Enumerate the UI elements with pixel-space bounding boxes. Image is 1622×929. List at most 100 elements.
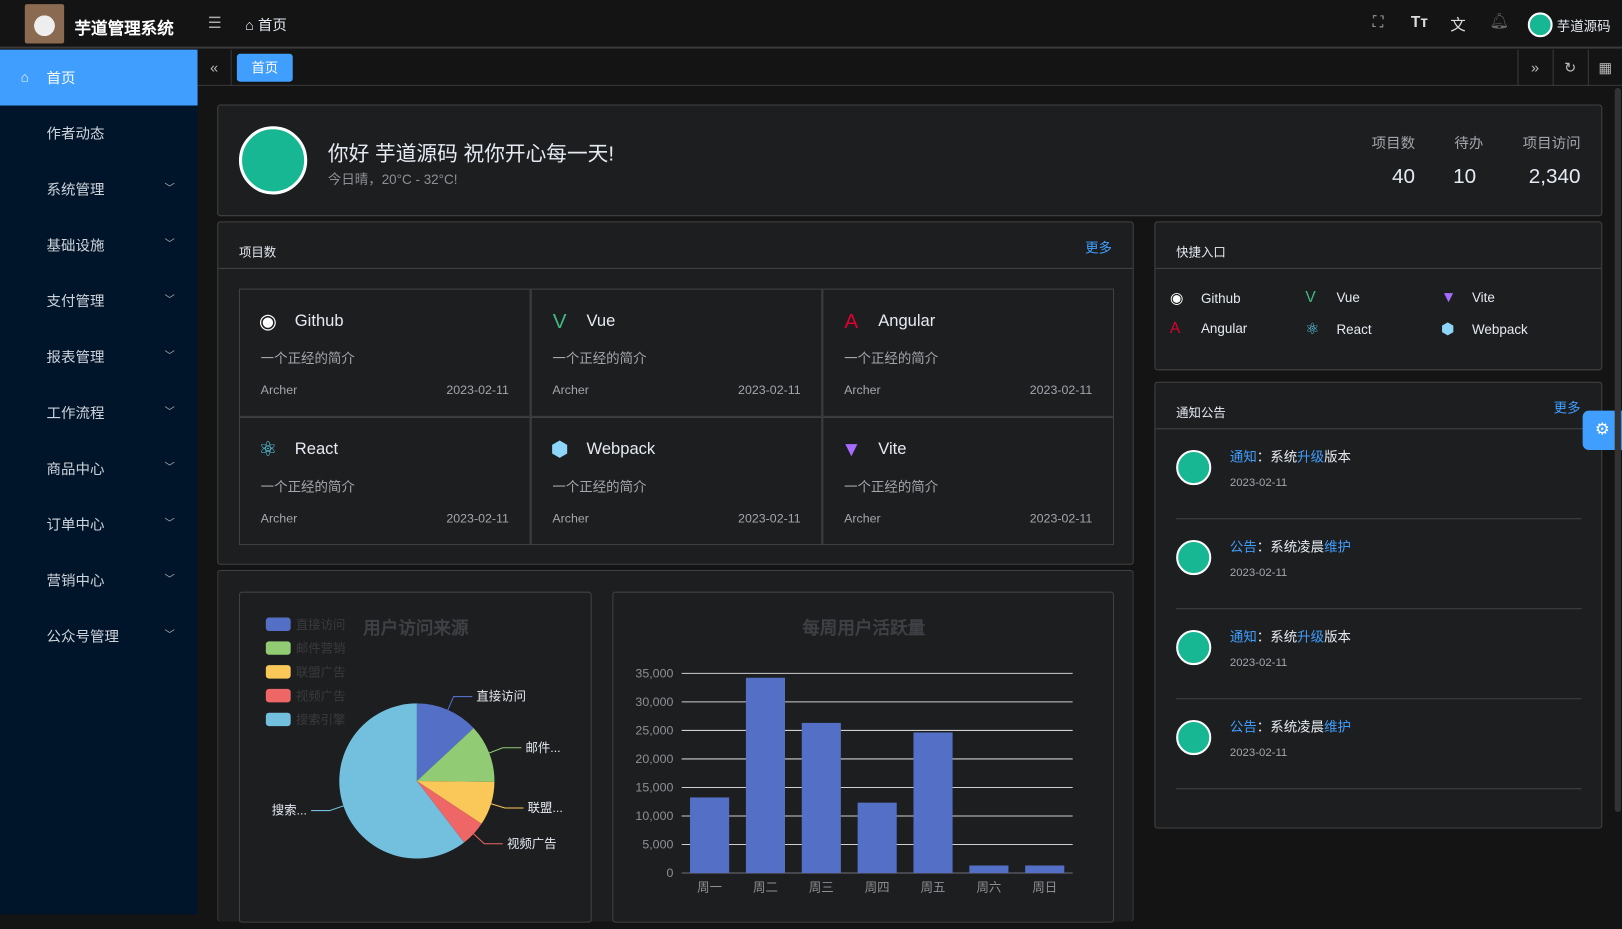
stat-value: 2,340	[1528, 165, 1581, 189]
project-item[interactable]: V Vue 一个正经的简介 Archer 2023-02-11	[530, 288, 823, 417]
app-logo	[24, 4, 65, 44]
notice-date: 2023-02-11	[1229, 476, 1288, 490]
github-icon: ◉	[1169, 289, 1184, 308]
more-link[interactable]: 更多	[1085, 239, 1112, 256]
sidebar-item-label: 报表管理	[46, 348, 105, 366]
chevron-down-icon: ﹀	[164, 406, 175, 418]
shortcut-item[interactable]: ⬢ Webpack	[1441, 320, 1528, 339]
scroll-left-icon[interactable]: «	[198, 49, 232, 86]
font-size-icon[interactable]: Tт	[1410, 13, 1429, 32]
project-author: Archer	[260, 382, 298, 398]
shortcut-item[interactable]: ▼ Vite	[1441, 289, 1495, 307]
breadcrumb[interactable]: ⌂ 首页	[245, 16, 287, 34]
project-item[interactable]: ◉ Github 一个正经的简介 Archer 2023-02-11	[238, 288, 531, 417]
notice-title: 通知：系统升级版本	[1230, 446, 1351, 466]
pie-slice	[339, 703, 465, 859]
project-author: Archer	[844, 510, 881, 526]
shortcuts-card: 快捷入口 ◉ Github V Vue ▼ Vite A Angular ⚛ React ⬢ Webp…	[1154, 221, 1603, 371]
fullscreen-icon[interactable]: ⛶	[1372, 13, 1384, 32]
project-item[interactable]: ⬢ Webpack 一个正经的简介 Archer 2023-02-11	[530, 416, 823, 546]
chevron-down-icon: ﹀	[164, 238, 175, 251]
sidebar-item[interactable]: 商品中心 ﹀	[0, 441, 198, 497]
sidebar-item[interactable]: 公众号管理 ﹀	[0, 608, 198, 664]
shortcut-item[interactable]: V Vue	[1305, 289, 1359, 307]
notice-type[interactable]: 公告	[1229, 718, 1257, 735]
more-link[interactable]: 更多	[1553, 400, 1581, 416]
label-line	[311, 805, 344, 812]
notice-title: 通知：系统升级版本	[1230, 626, 1351, 646]
qr-avatar	[238, 126, 308, 195]
project-desc: 一个正经的简介	[260, 350, 355, 367]
notice-item[interactable]: 通知：系统升级版本 2023-02-11	[1176, 609, 1582, 700]
scroll-right-icon[interactable]: »	[1517, 49, 1551, 86]
project-item[interactable]: ⚛ React 一个正经的简介 Archer 2023-02-11	[238, 416, 531, 546]
notice-item[interactable]: 公告：系统凌晨维护 2023-02-11	[1176, 519, 1582, 610]
x-tick-label: 周四	[865, 881, 890, 895]
notice-type[interactable]: 通知	[1229, 448, 1257, 465]
shortcut-item[interactable]: ◉ Github	[1170, 289, 1241, 308]
user-name[interactable]: 芋道源码	[1556, 18, 1611, 35]
shortcut-item[interactable]: ⚛ React	[1305, 320, 1371, 339]
project-item[interactable]: ▼ Vite 一个正经的简介 Archer 2023-02-11	[822, 416, 1115, 546]
stat-label: 待办	[1454, 134, 1484, 152]
divider	[1155, 428, 1602, 430]
project-name: Vite	[878, 440, 907, 459]
y-tick-label: 30,000	[635, 695, 673, 709]
grid-menu-icon[interactable]: ▦	[1587, 49, 1622, 86]
sidebar-item-label: 公众号管理	[46, 627, 119, 645]
sidebar-item[interactable]: 报表管理 ﹀	[0, 329, 198, 385]
bar	[801, 722, 841, 874]
shortcut-label: Webpack	[1471, 321, 1528, 338]
translate-icon[interactable]: 文	[1450, 16, 1466, 35]
bar	[1025, 865, 1065, 874]
shortcut-item[interactable]: A Angular	[1170, 320, 1247, 338]
chevron-down-icon: ﹀	[164, 462, 175, 474]
shortcut-label: Github	[1200, 290, 1241, 307]
y-tick-label: 5,000	[642, 838, 673, 852]
notice-title: 公告：系统凌晨维护	[1230, 536, 1351, 556]
github-icon: ◉	[258, 310, 277, 334]
sidebar-item-label: 订单中心	[46, 516, 105, 533]
notice-item[interactable]: 通知：系统升级版本 2023-02-11	[1176, 429, 1582, 520]
refresh-icon[interactable]: ↻	[1552, 49, 1587, 86]
legend-label: 搜索引擎	[296, 712, 346, 727]
sidebar-item[interactable]: 营销中心 ﹀	[0, 552, 198, 608]
project-item[interactable]: A Angular 一个正经的简介 Archer 2023-02-11	[822, 288, 1115, 417]
project-name: Angular	[878, 312, 936, 330]
bar	[745, 677, 786, 874]
notice-type[interactable]: 通知	[1229, 628, 1257, 645]
vue-icon: V	[1305, 288, 1316, 307]
legend-label: 联盟广告	[296, 665, 346, 679]
sidebar-item-label: 作者动态	[46, 125, 105, 142]
sidebar-item-label: 商品中心	[46, 460, 105, 477]
shortcut-label: Vite	[1471, 289, 1495, 306]
notice-type[interactable]: 公告	[1229, 538, 1257, 555]
notice-item[interactable]: 公告：系统凌晨维护 2023-02-11	[1176, 699, 1582, 790]
chevron-down-icon: ﹀	[164, 350, 175, 363]
bell-icon[interactable]: 🔔︎	[1489, 12, 1510, 30]
sidebar-item[interactable]: 基础设施 ﹀	[0, 217, 198, 273]
project-author: Archer	[260, 510, 298, 526]
project-name: Webpack	[586, 440, 656, 459]
sidebar-item[interactable]: 系统管理 ﹀	[0, 161, 198, 217]
scrollbar[interactable]	[1614, 87, 1621, 813]
stat-label: 项目访问	[1522, 134, 1581, 152]
sidebar-item-label: 营销中心	[46, 572, 105, 589]
y-tick-label: 20,000	[635, 752, 673, 766]
sidebar-item[interactable]: 支付管理 ﹀	[0, 273, 198, 329]
stat-label: 项目数	[1371, 134, 1416, 152]
project-date: 2023-02-11	[446, 510, 509, 526]
user-avatar[interactable]	[1527, 12, 1553, 38]
sidebar-item[interactable]: ⌂ 首页	[0, 49, 198, 106]
legend-label: 直接访问	[296, 617, 346, 632]
sidebar-item[interactable]: 工作流程 ﹀	[0, 385, 198, 441]
y-tick-label: 15,000	[635, 781, 673, 795]
sidebar-item[interactable]: 作者动态	[0, 106, 198, 162]
vite-icon: ▼	[1440, 288, 1457, 307]
tab-home[interactable]: 首页	[236, 53, 293, 82]
bar	[913, 732, 953, 874]
project-desc: 一个正经的简介	[844, 350, 939, 367]
sidebar-item[interactable]: 订单中心 ﹀	[0, 497, 198, 553]
shortcut-label: React	[1336, 321, 1372, 338]
collapse-menu-icon[interactable]: ☰	[207, 14, 222, 33]
